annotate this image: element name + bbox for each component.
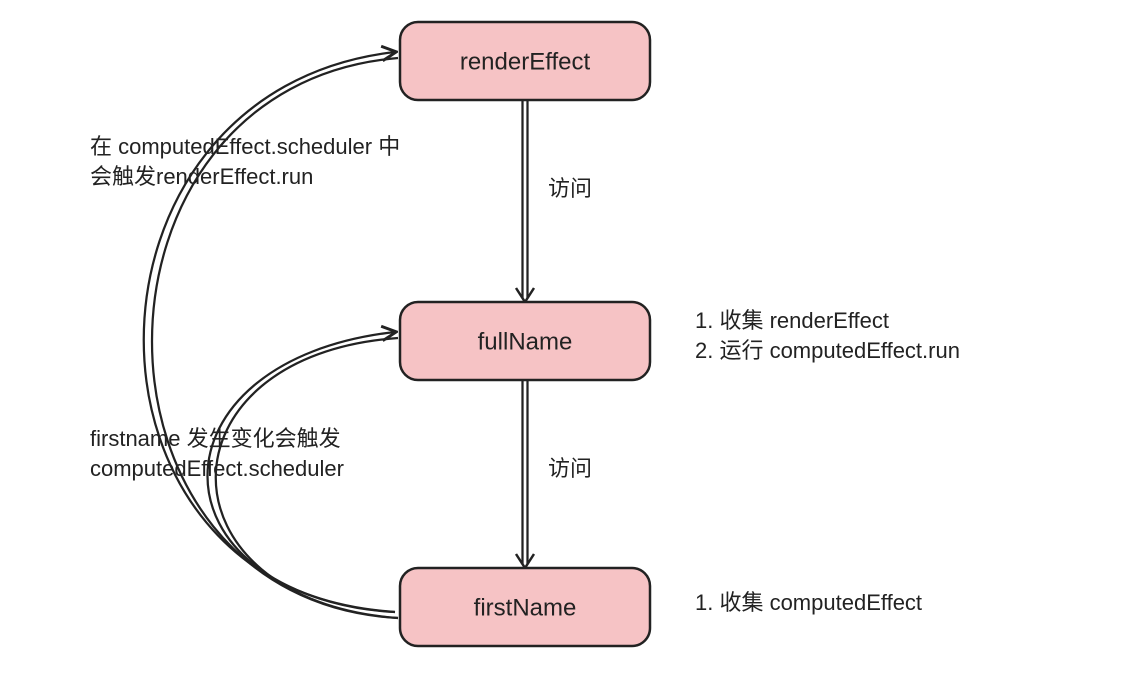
side-note: 1. 收集 computedEffect — [695, 590, 922, 615]
back-edge-label: firstname 发生变化会触发computedEffect.schedule… — [90, 426, 344, 481]
back-edge: firstname 发生变化会触发computedEffect.schedule… — [90, 332, 398, 618]
node-label-renderEffect: renderEffect — [460, 48, 591, 75]
node-renderEffect: renderEffect — [400, 22, 650, 100]
back-edge: 在 computedEffect.scheduler 中会触发renderEff… — [90, 52, 400, 618]
node-label-firstName: firstName — [474, 594, 577, 621]
node-label-fullName: fullName — [478, 328, 573, 355]
down-edge-label: 访问 — [548, 456, 592, 481]
back-edge-label: 在 computedEffect.scheduler 中会触发renderEff… — [90, 134, 400, 189]
node-fullName: fullName — [400, 302, 650, 380]
node-firstName: firstName — [400, 568, 650, 646]
down-edge: 访问 — [516, 380, 592, 568]
side-note: 1. 收集 renderEffect2. 运行 computedEffect.r… — [695, 308, 960, 363]
down-edge-label: 访问 — [548, 176, 592, 201]
down-edge: 访问 — [516, 100, 592, 302]
